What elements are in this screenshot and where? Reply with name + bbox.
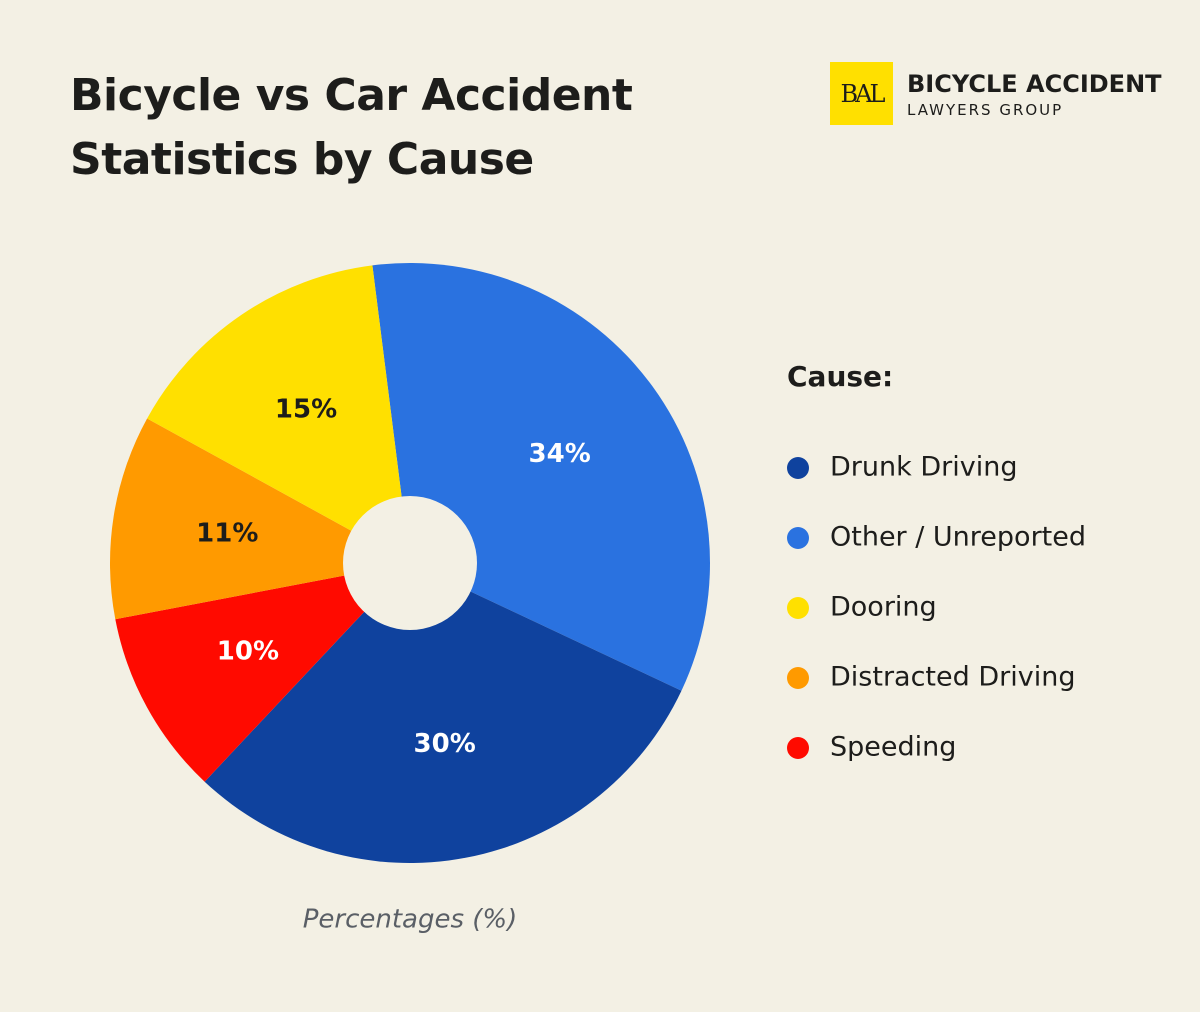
- donut-hole: [343, 496, 477, 630]
- pie-slice: [115, 563, 410, 782]
- value-label: 11%: [196, 519, 258, 549]
- chart-title: Bicycle vs Car Accident Statistics by Ca…: [70, 70, 633, 185]
- pie-slice: [204, 563, 682, 863]
- value-label: 30%: [414, 729, 476, 759]
- brand-name: BICYCLE ACCIDENT: [907, 70, 1162, 98]
- legend-swatch: [787, 667, 809, 689]
- brand-tagline: LAWYERS GROUP: [907, 101, 1064, 119]
- legend-swatch: [787, 457, 809, 479]
- caption: Percentages (%): [303, 905, 518, 935]
- legend-title: Cause:: [787, 360, 893, 393]
- value-label: 34%: [529, 439, 591, 469]
- pie-slice: [147, 265, 410, 563]
- legend-label: Drunk Driving: [830, 452, 1017, 483]
- value-label: 15%: [275, 394, 337, 424]
- legend-label: Speeding: [830, 732, 956, 763]
- legend-label: Distracted Driving: [830, 662, 1075, 693]
- legend-swatch: [787, 737, 809, 759]
- legend-label: Other / Unreported: [830, 522, 1086, 553]
- legend-swatch: [787, 597, 809, 619]
- legend-label: Dooring: [830, 592, 937, 623]
- logo-mark: BAL: [830, 62, 893, 125]
- value-label: 10%: [217, 637, 279, 667]
- legend-swatch: [787, 527, 809, 549]
- pie-slice: [110, 418, 411, 620]
